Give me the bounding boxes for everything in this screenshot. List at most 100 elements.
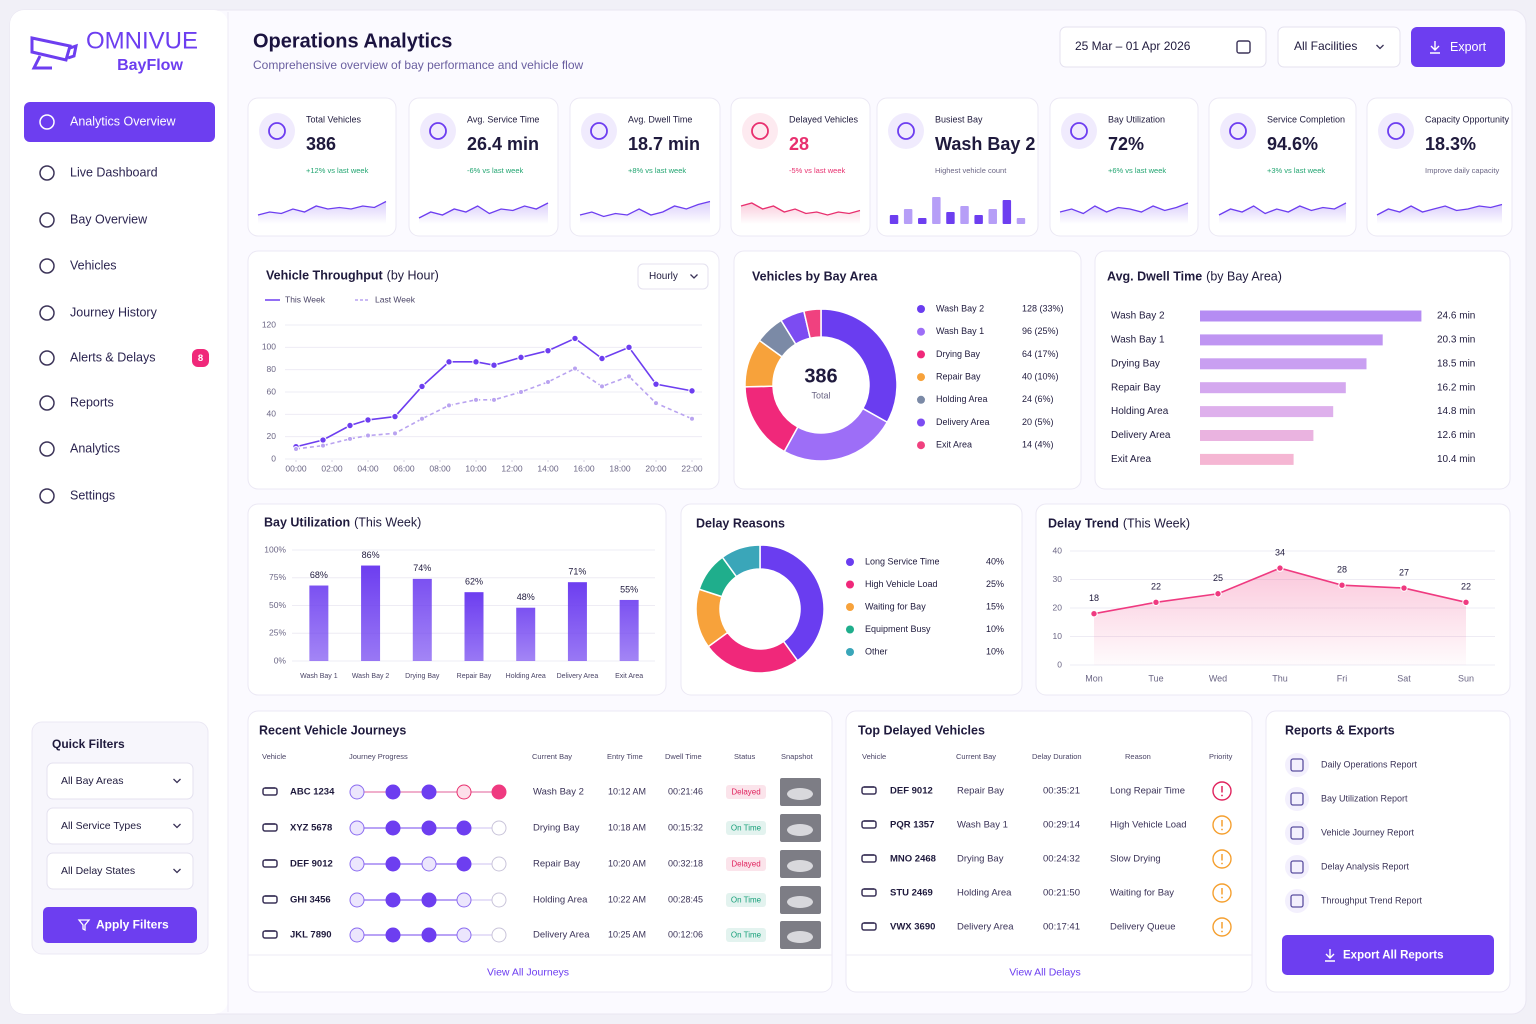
- button[interactable]: [1411, 27, 1505, 67]
- facility-select[interactable]: All Facilities: [1294, 39, 1357, 53]
- nav-item[interactable]: Journey History: [70, 305, 158, 319]
- column-header: Vehicle: [262, 752, 286, 761]
- point: [445, 358, 453, 366]
- kpi-delta: -6% vs last week: [467, 166, 524, 175]
- select-value: All Bay Areas: [61, 775, 123, 787]
- button[interactable]: [43, 907, 197, 943]
- select[interactable]: [1277, 26, 1401, 68]
- spark-bar: [988, 209, 997, 224]
- date-picker[interactable]: [1059, 26, 1267, 68]
- progress-step: [349, 892, 365, 908]
- kpi-label: Delayed Vehicles: [789, 114, 859, 124]
- select[interactable]: [46, 762, 194, 800]
- vehicle-id: GHI 3456: [290, 895, 331, 906]
- button-label[interactable]: Export All Reports: [1343, 950, 1444, 962]
- report-icon: [1290, 826, 1304, 840]
- nav-item[interactable]: Settings: [70, 488, 115, 502]
- kpi-icon: [1387, 122, 1405, 140]
- spark-area: [1219, 203, 1346, 224]
- y-tick-label: 120: [262, 319, 276, 329]
- cell: 00:12:06: [668, 929, 703, 939]
- select[interactable]: [637, 263, 709, 290]
- button[interactable]: [1282, 935, 1494, 975]
- button-label[interactable]: Apply Filters: [96, 918, 169, 932]
- point: [320, 442, 326, 449]
- x-tick-label: 16:00: [573, 463, 595, 473]
- kpi-value: 26.4 min: [467, 134, 539, 154]
- data-label: 10.4 min: [1437, 454, 1475, 465]
- kpi-icon-bg: [1378, 113, 1414, 149]
- nav-item[interactable]: Live Dashboard: [70, 165, 158, 179]
- chart-title: Delay Trend: [1048, 516, 1119, 530]
- x-tick-label: Drying Bay: [405, 673, 440, 680]
- point: [473, 396, 479, 403]
- legend-label: Equipment Busy: [865, 624, 931, 634]
- report-link[interactable]: Throughput Trend Report: [1321, 895, 1423, 905]
- nav-item[interactable]: Analytics Overview: [70, 114, 177, 128]
- bar: [1200, 358, 1367, 370]
- kpi-delta: +8% vs last week: [628, 166, 686, 175]
- y-tick-label: Wash Bay 2: [1111, 311, 1165, 322]
- nav-item[interactable]: Vehicles: [70, 258, 117, 272]
- kpi-delta: +3% vs last week: [1267, 166, 1325, 175]
- x-tick-label: 04:00: [357, 463, 379, 473]
- data-label: 10%: [986, 624, 1004, 634]
- nav-item[interactable]: Reports: [70, 395, 114, 409]
- priority-icon: [1212, 815, 1232, 835]
- status: On Time: [731, 931, 762, 940]
- data-label: 40%: [986, 556, 1004, 566]
- cell: 10:12 AM: [608, 786, 646, 796]
- link[interactable]: View All Delays: [1009, 966, 1081, 978]
- snapshot-car: [787, 860, 813, 872]
- report-link[interactable]: Vehicle Journey Report: [1321, 827, 1415, 837]
- select-value[interactable]: Hourly: [649, 271, 678, 282]
- cell: 00:15:32: [668, 822, 703, 832]
- spark-line: [740, 202, 861, 216]
- status-pill: [726, 893, 766, 907]
- data-label: 86%: [362, 550, 380, 560]
- report-link[interactable]: Bay Utilization Report: [1321, 793, 1408, 803]
- cell: 00:21:46: [668, 786, 703, 796]
- y-tick-label: 60: [267, 386, 277, 396]
- point: [490, 361, 498, 369]
- legend-dot: [917, 441, 925, 450]
- link[interactable]: View All Journeys: [487, 966, 569, 978]
- report-link[interactable]: Daily Operations Report: [1321, 759, 1418, 769]
- select[interactable]: [46, 852, 194, 890]
- status-pill: [726, 857, 766, 871]
- chart-subtitle: (This Week): [1123, 516, 1190, 530]
- snapshot-car: [787, 931, 813, 943]
- button-label[interactable]: Export: [1450, 40, 1487, 54]
- vehicle-id: XYZ 5678: [290, 823, 332, 834]
- status-pill: [726, 785, 766, 799]
- progress-step: [456, 892, 472, 908]
- nav-item[interactable]: Analytics: [70, 441, 120, 455]
- nav-active-bg[interactable]: [24, 102, 215, 142]
- nav-icon: [39, 305, 55, 321]
- chevron-icon: [173, 868, 181, 874]
- nav-item[interactable]: Bay Overview: [70, 212, 148, 226]
- kpi-icon-bg: [1220, 113, 1256, 149]
- cell: 00:24:32: [1043, 854, 1080, 865]
- status: On Time: [731, 896, 762, 905]
- data-label: 64 (17%): [1022, 349, 1059, 359]
- x-tick-label: Wed: [1209, 673, 1227, 683]
- priority-icon: [1221, 896, 1223, 899]
- progress-step: [349, 784, 365, 800]
- date-range[interactable]: 25 Mar – 01 Apr 2026: [1075, 39, 1191, 53]
- vehicle-id: JKL 7890: [290, 930, 332, 941]
- select[interactable]: [46, 807, 194, 845]
- point: [364, 416, 372, 424]
- data-label: 16.2 min: [1437, 382, 1475, 393]
- nav-item[interactable]: Alerts & Delays: [70, 350, 155, 364]
- report-link[interactable]: Delay Analysis Report: [1321, 861, 1410, 871]
- nav-icon: [39, 165, 55, 181]
- cell: High Vehicle Load: [1110, 820, 1187, 831]
- x-tick-label: Fri: [1337, 673, 1348, 683]
- chart-subtitle: (This Week): [354, 515, 421, 529]
- x-tick-label: Sun: [1458, 673, 1474, 683]
- badge: [192, 349, 209, 367]
- nav-icon: [39, 488, 55, 504]
- legend-label: Holding Area: [936, 394, 988, 404]
